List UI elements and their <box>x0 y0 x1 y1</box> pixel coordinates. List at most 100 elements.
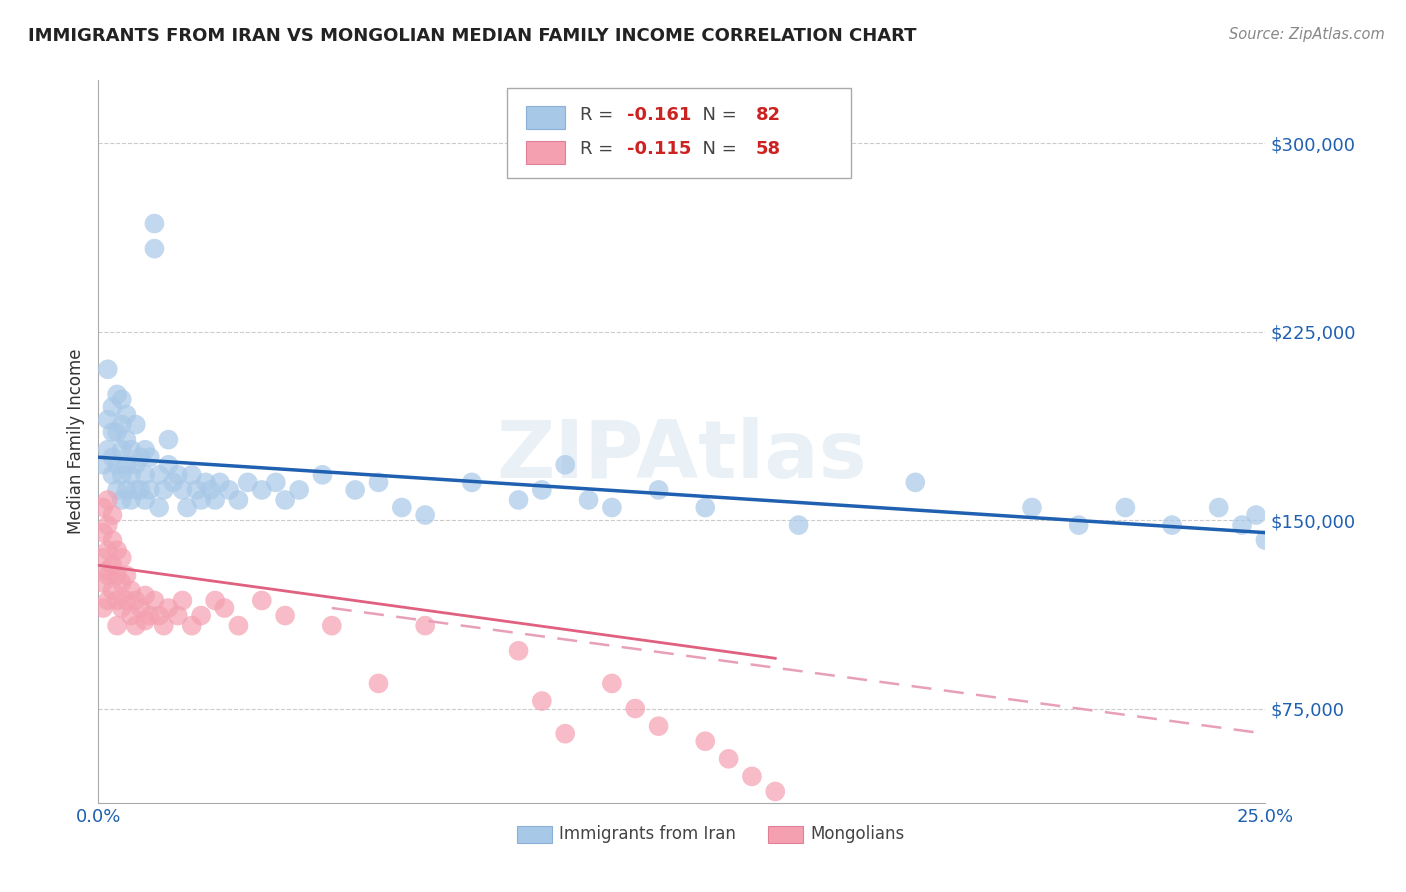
Point <box>1230 518 1253 533</box>
Point <box>1114 500 1136 515</box>
Point <box>143 593 166 607</box>
Point <box>101 450 124 465</box>
Point <box>125 483 148 497</box>
Point <box>97 518 120 533</box>
Point <box>105 568 128 582</box>
Point <box>508 644 530 658</box>
Point <box>111 550 134 565</box>
Point <box>91 525 114 540</box>
FancyBboxPatch shape <box>517 826 553 843</box>
Point <box>172 483 194 497</box>
Point <box>186 483 208 497</box>
Point <box>461 475 484 490</box>
Point <box>367 676 389 690</box>
Text: 58: 58 <box>755 140 780 158</box>
Point <box>105 387 128 401</box>
Point <box>125 618 148 632</box>
Point <box>176 500 198 515</box>
Point <box>129 601 152 615</box>
Point <box>508 493 530 508</box>
Point <box>190 493 212 508</box>
Point <box>139 450 162 465</box>
Point <box>111 601 134 615</box>
Point <box>274 493 297 508</box>
Point <box>647 719 669 733</box>
Text: R =: R = <box>581 106 620 124</box>
Point <box>1244 508 1267 522</box>
Point <box>97 412 120 426</box>
Point <box>1161 518 1184 533</box>
Point <box>101 467 124 482</box>
Point <box>134 442 156 457</box>
Text: IMMIGRANTS FROM IRAN VS MONGOLIAN MEDIAN FAMILY INCOME CORRELATION CHART: IMMIGRANTS FROM IRAN VS MONGOLIAN MEDIAN… <box>28 27 917 45</box>
Point <box>180 467 202 482</box>
Point <box>91 500 114 515</box>
Point <box>624 701 647 715</box>
Point <box>391 500 413 515</box>
Point <box>125 417 148 432</box>
Point <box>105 618 128 632</box>
Point <box>148 608 170 623</box>
Point <box>218 483 240 497</box>
Point <box>1254 533 1277 548</box>
Point <box>111 575 134 590</box>
Point <box>152 618 174 632</box>
Point <box>129 450 152 465</box>
Point <box>101 583 124 598</box>
Point <box>101 508 124 522</box>
Point <box>105 543 128 558</box>
Point <box>904 475 927 490</box>
Point <box>105 458 128 472</box>
Point <box>647 483 669 497</box>
Point <box>157 458 180 472</box>
Point <box>274 608 297 623</box>
Point <box>413 508 436 522</box>
Point <box>367 475 389 490</box>
Point <box>600 500 623 515</box>
Point <box>97 493 120 508</box>
Point <box>1021 500 1043 515</box>
Point <box>190 608 212 623</box>
Point <box>200 483 222 497</box>
Point <box>530 483 553 497</box>
Point <box>228 493 250 508</box>
Point <box>105 425 128 439</box>
Point <box>139 483 162 497</box>
Point <box>180 618 202 632</box>
Point <box>787 518 810 533</box>
Point <box>1067 518 1090 533</box>
Y-axis label: Median Family Income: Median Family Income <box>66 349 84 534</box>
Point <box>204 493 226 508</box>
Text: ZIPAtlas: ZIPAtlas <box>496 417 868 495</box>
Point <box>344 483 367 497</box>
Point <box>125 458 148 472</box>
Point <box>120 442 142 457</box>
Point <box>97 362 120 376</box>
Point <box>91 550 114 565</box>
Point <box>741 769 763 783</box>
Point <box>111 493 134 508</box>
Point <box>194 475 217 490</box>
Point <box>115 568 138 582</box>
Point <box>139 608 162 623</box>
Point <box>115 433 138 447</box>
Point <box>143 217 166 231</box>
Point <box>148 467 170 482</box>
Point <box>236 475 259 490</box>
Point <box>166 608 188 623</box>
Point <box>554 458 576 472</box>
Point <box>105 483 128 497</box>
Point <box>264 475 287 490</box>
Point <box>530 694 553 708</box>
Point <box>97 593 120 607</box>
Text: Mongolians: Mongolians <box>810 825 904 843</box>
Point <box>321 618 343 632</box>
Point <box>91 601 114 615</box>
Text: Source: ZipAtlas.com: Source: ZipAtlas.com <box>1229 27 1385 42</box>
Point <box>134 589 156 603</box>
Text: -0.115: -0.115 <box>627 140 692 158</box>
Point <box>578 493 600 508</box>
Point <box>148 500 170 515</box>
Point <box>129 483 152 497</box>
Point <box>101 400 124 414</box>
